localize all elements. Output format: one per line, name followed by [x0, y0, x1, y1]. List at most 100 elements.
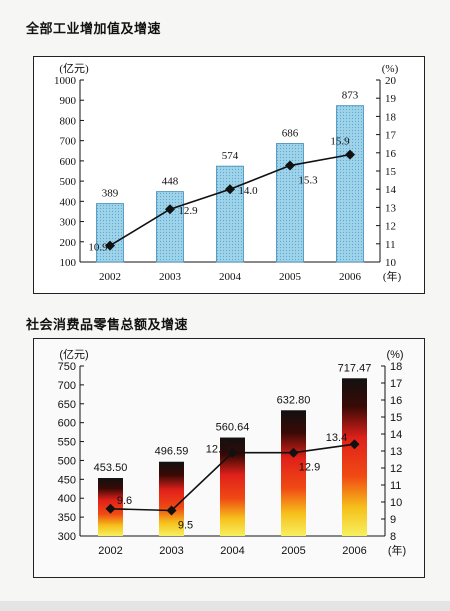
chart-2-category-label: 2003: [159, 545, 183, 557]
chart-2-left-tick-label: 300: [58, 531, 76, 543]
chart-2-left-tick-label: 350: [58, 512, 76, 524]
chart-1-left-tick-label: 300: [60, 217, 77, 229]
chart-1-growth-point: [225, 184, 235, 195]
chart-2-right-tick-label: 15: [390, 412, 402, 424]
chart-1-growth-point: [105, 240, 115, 251]
chart-2-left-axis-unit: (亿元): [59, 348, 88, 361]
chart-2-bar-value-label: 717.47: [338, 362, 372, 374]
chart-2-right-tick-label: 9: [390, 514, 396, 526]
chart-2-right-tick-label: 13: [390, 446, 402, 458]
chart-2-left-tick-label: 600: [58, 418, 76, 430]
chart-1-bar: [336, 105, 364, 263]
chart-1-left-tick-label: 600: [60, 156, 77, 168]
chart-1-category-label: 2004: [219, 271, 242, 283]
chart-1-growth-point: [285, 160, 295, 171]
chart-1-right-tick-label: 10: [385, 257, 397, 269]
chart-1-bar-value-label: 389: [102, 188, 119, 200]
chart-2-left-tick-label: 550: [58, 437, 76, 449]
chart-2-right-tick-label: 14: [390, 429, 402, 441]
chart-1-right-tick-label: 17: [385, 130, 397, 142]
chart-2-title: 社会消费品零售总额及增速: [26, 318, 189, 333]
chart-1-growth-label: 10.9: [88, 242, 108, 254]
chart-2-bar-value-label: 632.80: [277, 394, 311, 406]
chart-1-category-label: 2006: [339, 271, 362, 283]
chart-1-bar-value-label: 574: [222, 150, 239, 162]
chart-2-growth-point: [105, 503, 116, 514]
chart-1-right-tick-label: 15: [385, 166, 397, 178]
chart-1-x-axis-unit: (年): [383, 269, 402, 283]
chart-1-right-tick-label: 12: [385, 221, 396, 233]
chart-2-left-tick-label: 450: [58, 474, 76, 486]
chart-2-x-axis-unit: (年): [388, 543, 406, 557]
chart-2-left-tick-label: 750: [58, 361, 76, 373]
chart-2-bar-value-label: 453.50: [94, 462, 128, 474]
chart-2-growth-point: [349, 439, 360, 450]
chart-1-right-tick-label: 11: [385, 239, 396, 251]
chart-1-left-tick-label: 700: [60, 136, 77, 148]
chart-1-right-tick-label: 20: [385, 75, 397, 87]
chart-1-bar: [96, 203, 124, 263]
chart-2-right-tick-label: 8: [390, 531, 396, 543]
chart-2-category-label: 2005: [281, 545, 305, 557]
chart-2-growth-point: [227, 447, 238, 458]
chart-1-category-label: 2003: [159, 271, 182, 283]
chart-2-bar-value-label: 496.59: [155, 446, 189, 458]
chart-1-left-axis-unit: (亿元): [59, 62, 89, 75]
chart-1-right-tick-label: 18: [385, 111, 397, 123]
chart-2-growth-label: 13.4: [326, 432, 347, 444]
chart-1-right-axis-unit: (%): [382, 63, 399, 75]
chart-1-category-label: 2005: [279, 271, 302, 283]
chart-1-title: 全部工业增加值及增速: [26, 22, 162, 37]
chart-2-growth-label: 9.5: [178, 520, 193, 532]
chart-2-category-label: 2004: [220, 545, 244, 557]
chart-2-growth-label: 12.9: [299, 462, 320, 474]
chart-2-right-tick-label: 10: [390, 497, 402, 509]
chart-2-growth-point: [166, 505, 177, 516]
chart-2-bar: [342, 378, 367, 536]
chart-1-left-tick-label: 100: [60, 257, 77, 269]
chart-2-right-tick-label: 11: [390, 480, 401, 492]
chart-1-bar: [216, 165, 244, 263]
chart-1-bar-value-label: 448: [162, 176, 179, 188]
chart-1-growth-label: 12.9: [178, 205, 198, 217]
chart-2-bar-value-label: 560.64: [216, 422, 250, 434]
chart-1-right-tick-label: 14: [385, 184, 397, 196]
chart-2-left-tick-label: 650: [58, 399, 76, 411]
chart-1-growth-point: [165, 204, 175, 215]
chart-2-left-tick-label: 500: [58, 455, 76, 467]
chart-1-growth-label: 14.0: [238, 185, 258, 197]
chart-2-bar: [159, 461, 184, 536]
chart-1-left-tick-label: 500: [60, 176, 77, 188]
chart-1-bar: [156, 191, 184, 263]
chart-2-growth-label: 12.9: [206, 444, 227, 456]
chart-2-right-tick-label: 16: [390, 395, 402, 407]
chart-2-category-label: 2006: [342, 545, 366, 557]
chart-2-left-tick-label: 700: [58, 380, 76, 392]
chart-1-category-label: 2002: [99, 271, 121, 283]
chart-1-growth-label: 15.3: [298, 175, 318, 187]
chart-2-right-tick-label: 17: [390, 378, 402, 390]
chart-1-bar-value-label: 873: [342, 90, 359, 102]
chart-1-left-tick-label: 800: [60, 115, 77, 127]
chart-1-growth-point: [345, 149, 355, 160]
chart-2-growth-label: 9.6: [117, 495, 132, 507]
chart-2-category-label: 2002: [98, 545, 122, 557]
chart-2-right-axis-unit: (%): [386, 349, 403, 361]
chart-1-right-tick-label: 13: [385, 202, 397, 214]
chart-1-left-tick-label: 900: [60, 95, 77, 107]
chart-1-right-tick-label: 16: [385, 148, 397, 160]
chart-2-growth-point: [288, 447, 299, 458]
chart-1-right-tick-label: 19: [385, 93, 397, 105]
chart-1-bar-value-label: 686: [282, 127, 299, 139]
chart-1-left-tick-label: 200: [60, 237, 77, 249]
chart-2-right-tick-label: 18: [390, 361, 402, 373]
chart-1-left-tick-label: 1000: [54, 75, 77, 87]
chart-2-right-tick-label: 12: [390, 463, 402, 475]
chart-1-growth-label: 15.9: [330, 136, 350, 148]
chart-1-left-tick-label: 400: [60, 196, 77, 208]
chart-2-bar: [281, 410, 306, 536]
page-bottom-rule: [0, 601, 450, 611]
chart-2-left-tick-label: 400: [58, 493, 76, 505]
